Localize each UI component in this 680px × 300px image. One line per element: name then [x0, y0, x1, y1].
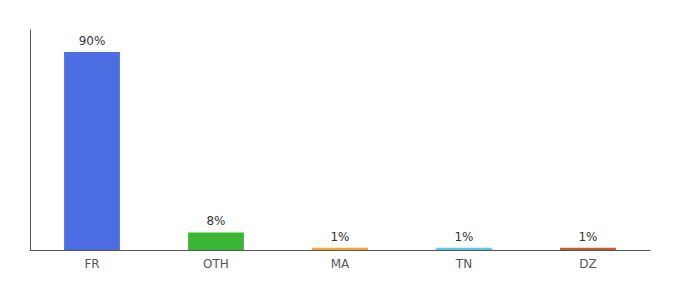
svg-text:8%: 8%: [206, 214, 225, 228]
svg-text:OTH: OTH: [203, 257, 229, 271]
svg-text:MA: MA: [331, 257, 350, 271]
svg-text:1%: 1%: [454, 230, 473, 244]
svg-text:90%: 90%: [79, 34, 106, 48]
svg-text:1%: 1%: [330, 230, 349, 244]
svg-text:TN: TN: [455, 257, 472, 271]
svg-text:DZ: DZ: [579, 257, 596, 271]
svg-text:1%: 1%: [578, 230, 597, 244]
svg-text:FR: FR: [84, 257, 99, 271]
